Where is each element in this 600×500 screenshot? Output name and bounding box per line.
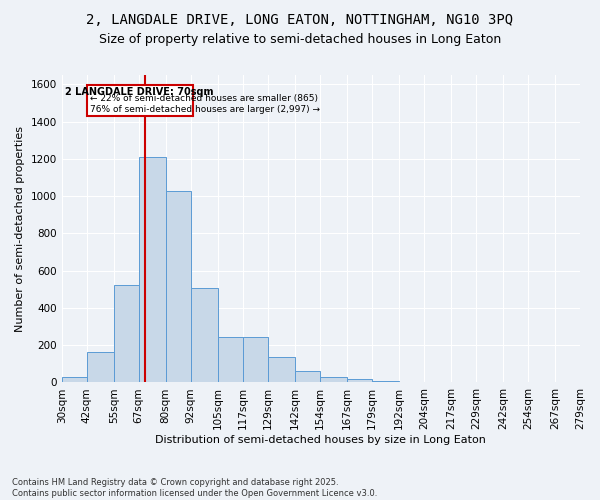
- Bar: [295, 372, 320, 382]
- Text: 2, LANGDALE DRIVE, LONG EATON, NOTTINGHAM, NG10 3PQ: 2, LANGDALE DRIVE, LONG EATON, NOTTINGHA…: [86, 12, 514, 26]
- Bar: [218, 337, 243, 382]
- Bar: [114, 284, 139, 382]
- Bar: [372, 380, 399, 382]
- Bar: [268, 358, 295, 382]
- Bar: [243, 337, 268, 382]
- Y-axis label: Number of semi-detached properties: Number of semi-detached properties: [15, 126, 25, 332]
- Text: 76% of semi-detached houses are larger (2,997) →: 76% of semi-detached houses are larger (…: [90, 104, 320, 114]
- Text: ← 22% of semi-detached houses are smaller (865): ← 22% of semi-detached houses are smalle…: [90, 94, 318, 103]
- Text: Size of property relative to semi-detached houses in Long Eaton: Size of property relative to semi-detach…: [99, 32, 501, 46]
- Bar: [191, 288, 218, 382]
- Bar: [62, 377, 86, 382]
- Bar: [347, 378, 372, 382]
- Bar: [86, 352, 114, 382]
- Bar: [166, 192, 191, 382]
- Bar: [139, 157, 166, 382]
- X-axis label: Distribution of semi-detached houses by size in Long Eaton: Distribution of semi-detached houses by …: [155, 435, 486, 445]
- Bar: [86, 85, 193, 116]
- Text: 2 LANGDALE DRIVE: 70sqm: 2 LANGDALE DRIVE: 70sqm: [65, 86, 214, 97]
- Bar: [320, 377, 347, 382]
- Text: Contains HM Land Registry data © Crown copyright and database right 2025.
Contai: Contains HM Land Registry data © Crown c…: [12, 478, 377, 498]
